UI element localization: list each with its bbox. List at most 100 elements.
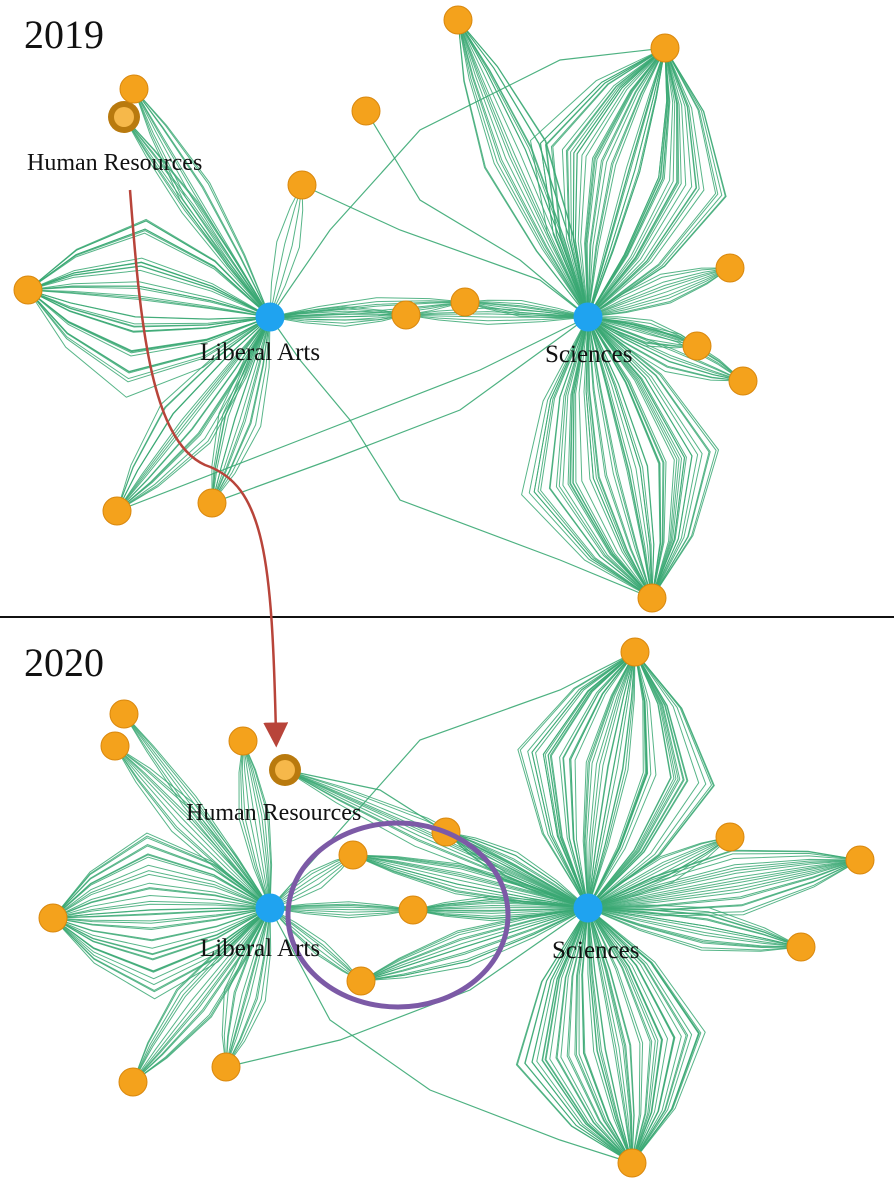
edge-2020 [587, 907, 633, 1164]
edge-2019 [269, 301, 466, 318]
edge-2019 [587, 47, 666, 318]
edge-2020 [412, 904, 589, 911]
edge-2020 [566, 907, 633, 1164]
edge-2020 [587, 907, 656, 1164]
edge-2020 [360, 907, 589, 982]
edge-2019 [116, 316, 271, 512]
edge-2020 [587, 651, 636, 909]
edge-2020 [587, 907, 802, 948]
edge-2020 [52, 907, 271, 931]
edge-2020 [445, 831, 589, 909]
hub-liberal-arts-2020 [255, 893, 285, 923]
edge-2020 [587, 907, 633, 1164]
edge-2019 [587, 316, 653, 599]
edge-2019 [587, 47, 666, 318]
edge-2019 [27, 289, 271, 357]
edge-2020 [545, 907, 633, 1164]
edge-2019 [580, 47, 666, 318]
edge-2020 [132, 907, 271, 1083]
edge-2019 [269, 184, 303, 318]
edge-2019 [587, 316, 744, 382]
edge-2020 [352, 854, 589, 909]
edge-2020 [242, 740, 271, 909]
edge-2019 [457, 19, 589, 318]
edge-2019 [123, 116, 271, 318]
edge-2020 [587, 907, 802, 949]
edge-2020 [225, 907, 271, 1068]
edge-2020 [269, 907, 414, 919]
edge-2020 [242, 740, 273, 909]
node-2019 [391, 300, 421, 330]
edge-2019 [211, 316, 271, 504]
edge-2020 [269, 907, 414, 911]
edge-2020 [284, 769, 589, 909]
edge-2020 [559, 651, 636, 909]
edge-2019 [269, 301, 466, 318]
edge-2019 [116, 316, 271, 512]
edge-2019 [587, 47, 669, 318]
nodes-2020 [38, 637, 875, 1178]
edge-2020 [132, 907, 271, 1083]
edge-2019 [587, 316, 653, 599]
edge-2020 [52, 882, 271, 919]
edge-2020 [240, 740, 271, 909]
node-2019 [637, 583, 667, 613]
node-human-resources-2019-core [114, 107, 134, 127]
edge-2019 [587, 47, 671, 318]
edge-2020 [52, 900, 271, 919]
edge-2020 [52, 837, 271, 919]
edge-2020 [132, 907, 271, 1083]
edge-2019 [521, 316, 653, 599]
edge-2019 [587, 267, 731, 318]
edge-2019 [587, 316, 653, 599]
edge-2019 [587, 267, 731, 318]
edge-2019 [27, 269, 271, 318]
edge-2020 [587, 907, 653, 1164]
edge-2020 [52, 907, 271, 919]
edge-2020 [114, 745, 271, 909]
edge-2020 [269, 907, 414, 916]
edge-2019 [27, 289, 271, 328]
edge-2020 [269, 854, 354, 909]
edge-2020 [360, 907, 589, 982]
edge-2019 [562, 316, 653, 599]
edge-2020 [123, 713, 271, 909]
edge-2020 [587, 651, 648, 909]
edge-2020 [52, 873, 271, 919]
edge-2019 [561, 47, 666, 318]
edge-2020 [52, 894, 271, 919]
edge-2019 [587, 47, 668, 318]
edge-2020 [587, 859, 861, 917]
edge-2020 [587, 859, 861, 909]
edge-2019 [123, 116, 271, 318]
edge-2020 [132, 907, 271, 1083]
edge-2019 [133, 88, 271, 318]
edge-2020 [284, 769, 447, 833]
edge-2019 [211, 316, 271, 504]
node-2019 [13, 275, 43, 305]
hub-sciences-2019 [573, 302, 603, 332]
node-2019 [287, 170, 317, 200]
edge-2020 [587, 907, 633, 1164]
edge-2019 [269, 47, 666, 318]
edge-2019 [587, 316, 744, 382]
edge-2019 [269, 184, 304, 318]
edge-2019 [587, 267, 731, 318]
edge-2019 [587, 316, 717, 599]
edge-2020 [587, 651, 657, 909]
edge-2019 [587, 316, 744, 382]
edge-2019 [27, 289, 271, 318]
edge-2020 [269, 854, 354, 909]
edge-2019 [587, 316, 744, 382]
edge-2019 [457, 19, 589, 318]
edge-2020 [132, 907, 271, 1083]
edge-2020 [269, 907, 633, 1164]
edge-2020 [587, 651, 636, 909]
edge-2020 [284, 769, 589, 909]
edge-2020 [587, 651, 652, 909]
edge-2019 [27, 289, 271, 383]
edge-2019 [587, 316, 744, 382]
edge-2020 [555, 907, 633, 1164]
